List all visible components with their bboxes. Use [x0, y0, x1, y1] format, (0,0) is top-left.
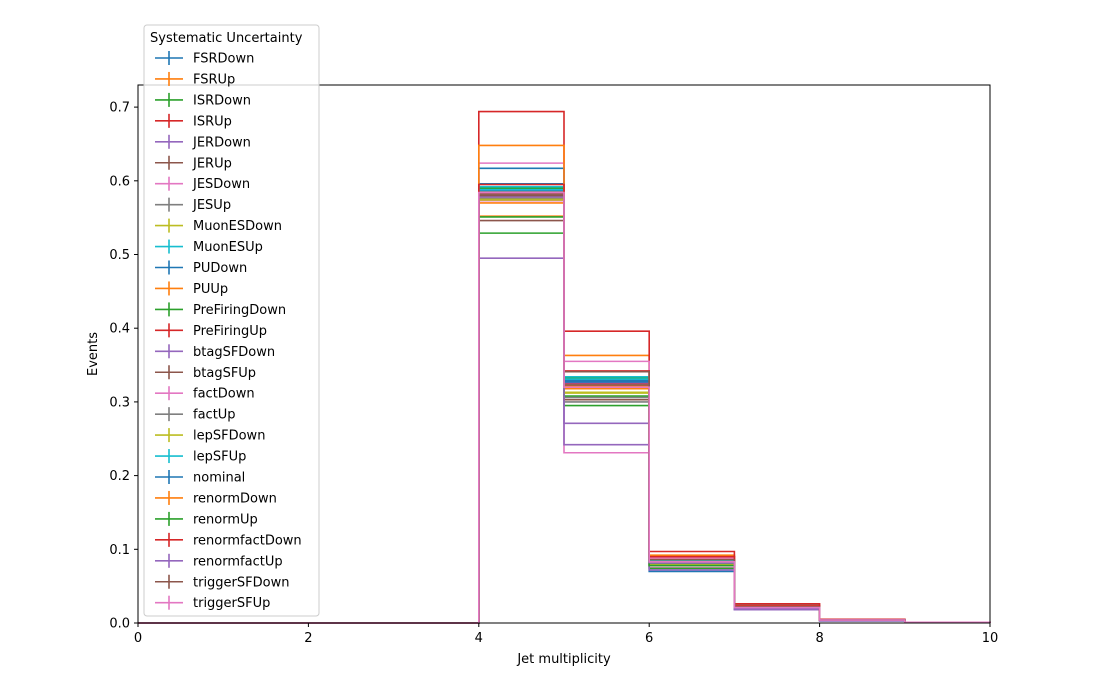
- legend-label: lepSFUp: [193, 450, 246, 465]
- legend-label: ISRUp: [193, 114, 232, 129]
- y-tick-label: 0.7: [109, 101, 130, 116]
- legend-box: [143, 24, 320, 617]
- legend-label: JERDown: [192, 135, 251, 150]
- legend-label: JESDown: [192, 177, 250, 192]
- legend-label: FSRDown: [193, 52, 254, 67]
- legend-entry: PreFiringUp: [155, 323, 267, 339]
- legend-entry: JESDown: [155, 176, 250, 192]
- legend-label: triggerSFUp: [193, 596, 270, 611]
- legend-entry: triggerSFDown: [155, 574, 289, 590]
- legend-label: renormDown: [193, 491, 277, 506]
- legend: Systematic Uncertainty FSRDown FSRUp ISRDo…: [143, 24, 320, 617]
- x-tick-label: 6: [645, 631, 653, 646]
- legend-label: factUp: [193, 408, 236, 423]
- legend-label: renormfactUp: [193, 554, 283, 569]
- axes-frame: [137, 84, 991, 624]
- legend-entry: JERUp: [155, 155, 232, 171]
- legend-label: JERUp: [192, 156, 232, 171]
- legend-entry: JERDown: [155, 134, 251, 150]
- legend-label: JESUp: [192, 198, 231, 213]
- legend-entry: ISRUp: [155, 113, 232, 129]
- legend-label: triggerSFDown: [193, 575, 289, 590]
- legend-entry: renormfactUp: [155, 553, 283, 569]
- legend-entry: triggerSFUp: [155, 595, 270, 611]
- legend-entry: renormfactDown: [155, 532, 302, 548]
- legend-label: nominal: [193, 471, 245, 486]
- legend-entry: PUUp: [155, 281, 228, 297]
- legend-entry: renormUp: [155, 511, 258, 527]
- legend-entry: FSRDown: [155, 51, 254, 67]
- legend-entry: PUDown: [155, 260, 247, 276]
- y-axis-label: Events: [86, 332, 101, 376]
- legend-entry: btagSFUp: [155, 365, 256, 381]
- y-tick-label: 0.6: [109, 174, 130, 189]
- legend-label: btagSFUp: [193, 366, 256, 381]
- legend-entry: btagSFDown: [155, 344, 275, 360]
- legend-label: lepSFDown: [193, 429, 265, 444]
- legend-entry: factDown: [155, 386, 255, 402]
- legend-entry: PreFiringDown: [155, 302, 286, 318]
- x-tick-label: 8: [815, 631, 823, 646]
- legend-entry: lepSFUp: [155, 449, 246, 465]
- legend-entry: MuonESUp: [155, 239, 263, 255]
- legend-entry: nominal: [155, 470, 245, 486]
- y-tick-label: 0.5: [109, 248, 130, 263]
- y-tick-label: 0.2: [109, 469, 130, 484]
- legend-label: renormUp: [193, 512, 258, 527]
- legend-entry: lepSFDown: [155, 428, 265, 444]
- legend-entry: ISRDown: [155, 92, 251, 108]
- y-tick-label: 0.1: [109, 543, 130, 558]
- x-tick-label: 4: [475, 631, 483, 646]
- legend-label: PUUp: [193, 282, 228, 297]
- legend-label: PUDown: [193, 261, 247, 276]
- legend-entry: FSRUp: [155, 71, 235, 87]
- legend-label: ISRDown: [193, 93, 251, 108]
- y-tick-label: 0.4: [109, 322, 130, 337]
- legend-label: PreFiringDown: [193, 303, 286, 318]
- x-tick-label: 0: [134, 631, 142, 646]
- legend-entry: JESUp: [155, 197, 231, 213]
- legend-items: FSRDown FSRUp ISRDown ISRUp JERDown JERUp JESD…: [155, 51, 302, 611]
- legend-label: PreFiringUp: [193, 324, 267, 339]
- x-axis-label: Jet multiplicity: [516, 652, 611, 667]
- legend-label: FSRUp: [193, 72, 235, 87]
- legend-label: btagSFDown: [193, 345, 275, 360]
- legend-entry: MuonESDown: [155, 218, 282, 234]
- y-tick-label: 0.3: [109, 395, 130, 410]
- y-axis-ticks: 0.0 0.1 0.2 0.3 0.4 0.5 0.6 0.7: [109, 101, 138, 632]
- legend-entry: factUp: [155, 407, 236, 423]
- legend-label: MuonESUp: [193, 240, 263, 255]
- legend-label: MuonESDown: [193, 219, 282, 234]
- x-axis-ticks: 0 2 4 6 8 10: [134, 623, 998, 646]
- x-tick-label: 2: [304, 631, 312, 646]
- x-tick-label: 10: [982, 631, 999, 646]
- legend-entry: renormDown: [155, 490, 277, 506]
- legend-label: renormfactDown: [193, 533, 302, 548]
- legend-label: factDown: [193, 387, 255, 402]
- y-tick-label: 0.0: [109, 617, 130, 632]
- legend-title: Systematic Uncertainty: [150, 31, 303, 46]
